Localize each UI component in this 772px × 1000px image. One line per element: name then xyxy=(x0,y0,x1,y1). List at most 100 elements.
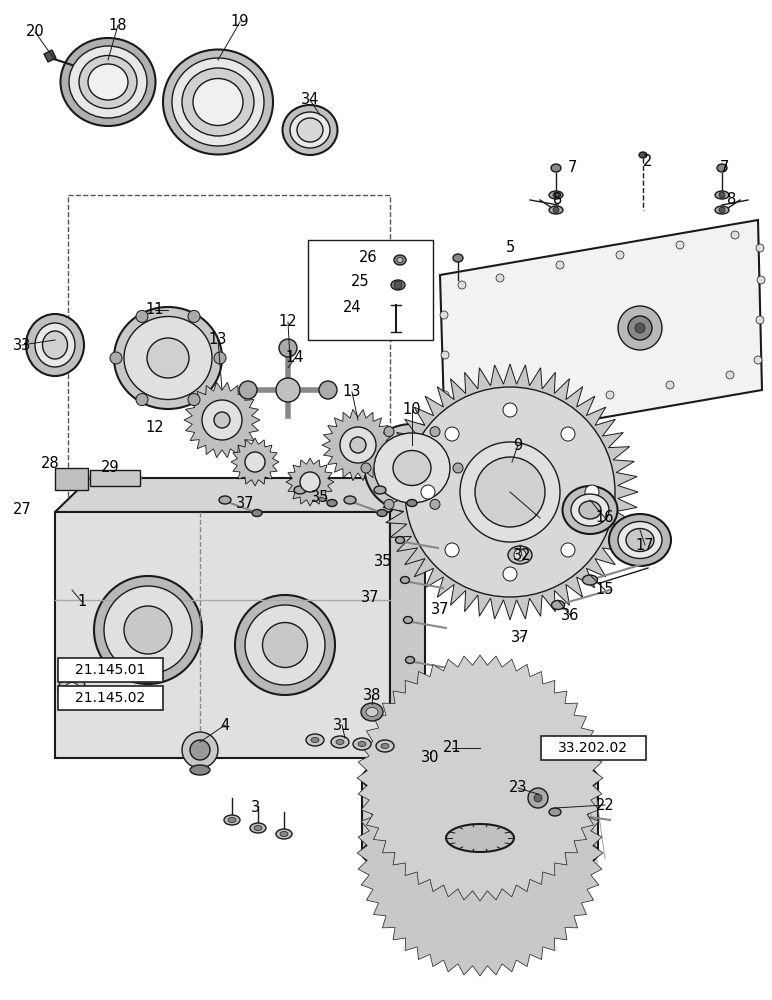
Circle shape xyxy=(553,192,559,198)
Circle shape xyxy=(496,274,504,282)
Ellipse shape xyxy=(124,316,212,399)
Circle shape xyxy=(616,251,624,259)
Ellipse shape xyxy=(327,499,337,506)
Ellipse shape xyxy=(453,254,463,262)
Ellipse shape xyxy=(58,676,86,704)
Ellipse shape xyxy=(551,600,564,609)
Bar xyxy=(362,778,598,853)
Ellipse shape xyxy=(294,486,306,494)
Text: 26: 26 xyxy=(359,250,378,265)
Ellipse shape xyxy=(283,105,337,155)
Ellipse shape xyxy=(381,744,389,748)
Circle shape xyxy=(628,316,652,340)
Polygon shape xyxy=(390,478,425,758)
Ellipse shape xyxy=(35,323,75,367)
Ellipse shape xyxy=(252,510,262,516)
Ellipse shape xyxy=(290,112,330,148)
Text: 22: 22 xyxy=(596,798,615,812)
Ellipse shape xyxy=(508,546,532,564)
Ellipse shape xyxy=(618,522,662,558)
Text: 38: 38 xyxy=(363,688,381,702)
Text: 5: 5 xyxy=(506,240,515,255)
Circle shape xyxy=(188,310,200,322)
Circle shape xyxy=(361,463,371,473)
Ellipse shape xyxy=(353,738,371,750)
Text: 21.145.02: 21.145.02 xyxy=(75,691,145,705)
Circle shape xyxy=(214,412,230,428)
Text: 21.145.01: 21.145.01 xyxy=(75,663,145,677)
Circle shape xyxy=(384,499,394,509)
Circle shape xyxy=(350,437,366,453)
Circle shape xyxy=(136,310,148,322)
Ellipse shape xyxy=(336,740,344,744)
Text: 8: 8 xyxy=(727,192,736,208)
Ellipse shape xyxy=(26,314,84,376)
Text: 16: 16 xyxy=(596,510,615,526)
Ellipse shape xyxy=(583,575,598,585)
Text: 35: 35 xyxy=(374,554,392,570)
Text: 12: 12 xyxy=(146,420,164,436)
Bar xyxy=(68,195,390,620)
Ellipse shape xyxy=(579,501,601,519)
Circle shape xyxy=(719,207,725,213)
Circle shape xyxy=(676,241,684,249)
Circle shape xyxy=(561,427,575,441)
Text: 20: 20 xyxy=(25,24,44,39)
Text: 23: 23 xyxy=(509,780,527,796)
Ellipse shape xyxy=(394,255,406,265)
Ellipse shape xyxy=(395,536,405,544)
Circle shape xyxy=(430,499,440,509)
Text: 19: 19 xyxy=(231,14,249,29)
Ellipse shape xyxy=(42,331,67,359)
Ellipse shape xyxy=(715,206,729,214)
Polygon shape xyxy=(55,478,425,512)
Ellipse shape xyxy=(404,616,412,624)
Ellipse shape xyxy=(276,829,292,839)
Circle shape xyxy=(503,403,517,417)
Ellipse shape xyxy=(717,164,727,172)
Circle shape xyxy=(279,339,297,357)
Ellipse shape xyxy=(549,206,563,214)
Circle shape xyxy=(585,485,599,499)
Circle shape xyxy=(726,371,734,379)
Circle shape xyxy=(453,463,463,473)
Circle shape xyxy=(503,567,517,581)
Ellipse shape xyxy=(571,494,609,526)
Ellipse shape xyxy=(254,826,262,830)
Ellipse shape xyxy=(104,586,192,674)
Text: 24: 24 xyxy=(343,300,361,316)
Circle shape xyxy=(635,323,645,333)
Text: 30: 30 xyxy=(421,750,439,766)
Circle shape xyxy=(514,549,526,561)
Text: 36: 36 xyxy=(560,607,579,622)
Text: 3: 3 xyxy=(250,800,259,816)
Ellipse shape xyxy=(639,152,647,158)
Ellipse shape xyxy=(446,824,514,852)
Circle shape xyxy=(756,316,764,324)
Text: 12: 12 xyxy=(279,314,297,330)
Polygon shape xyxy=(44,50,56,62)
Circle shape xyxy=(556,261,564,269)
Circle shape xyxy=(606,391,614,399)
Ellipse shape xyxy=(401,576,409,584)
Text: 18: 18 xyxy=(109,17,127,32)
Circle shape xyxy=(421,485,435,499)
Ellipse shape xyxy=(715,191,729,199)
Ellipse shape xyxy=(362,826,598,880)
Ellipse shape xyxy=(563,486,618,534)
Ellipse shape xyxy=(228,818,236,822)
Text: 37: 37 xyxy=(431,602,449,617)
Text: 13: 13 xyxy=(343,384,361,399)
Polygon shape xyxy=(55,512,390,758)
Polygon shape xyxy=(357,655,603,901)
Ellipse shape xyxy=(114,307,222,409)
Ellipse shape xyxy=(362,750,598,806)
Circle shape xyxy=(458,281,466,289)
Text: 8: 8 xyxy=(554,192,563,208)
Circle shape xyxy=(441,391,449,399)
Text: 13: 13 xyxy=(208,332,227,348)
Ellipse shape xyxy=(124,606,172,654)
Ellipse shape xyxy=(397,257,403,262)
Polygon shape xyxy=(286,458,334,506)
Text: 21: 21 xyxy=(442,740,462,756)
